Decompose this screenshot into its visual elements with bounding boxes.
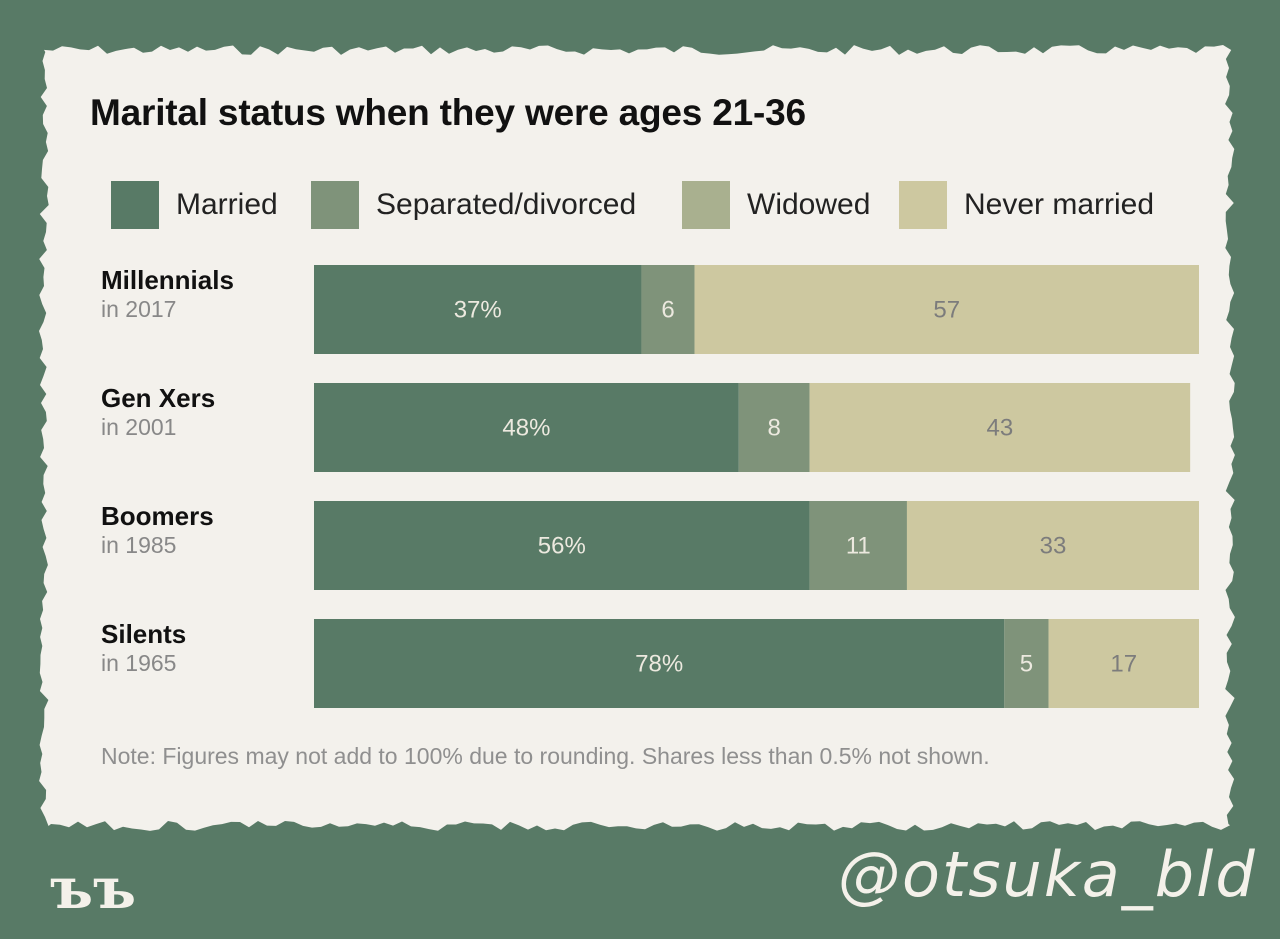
logo-text: ъъ: [50, 856, 136, 920]
legend-item: Never married: [899, 181, 1154, 229]
generation-year: in 1965: [101, 650, 177, 676]
chart-note: Note: Figures may not add to 100% due to…: [101, 743, 990, 769]
bar-segment: [1048, 619, 1199, 708]
generation-name: Gen Xers: [101, 383, 216, 413]
bar-value-label: 11: [846, 533, 871, 560]
legend-label: Widowed: [747, 188, 871, 221]
row-label: Gen Xers in 2001: [101, 383, 215, 441]
legend-label: Separated/divorced: [376, 188, 637, 221]
legend-label: Married: [176, 188, 278, 221]
bar-segment: [809, 501, 907, 590]
legend-swatch: [899, 181, 947, 229]
bar-segment: [641, 265, 695, 354]
generation-year: in 2017: [101, 296, 177, 322]
row-label: Boomers in 1985: [101, 501, 214, 559]
bar-value-label: 33: [1040, 533, 1067, 560]
bar-segment: [1004, 619, 1049, 708]
generation-name: Boomers: [101, 501, 214, 531]
legend-swatch: [111, 181, 159, 229]
generation-year: in 2001: [101, 414, 177, 440]
generation-year: in 1985: [101, 532, 177, 558]
row-label: Millennials in 2017: [101, 265, 234, 323]
logo: ъъ: [50, 850, 150, 925]
bar-segment: [906, 501, 1199, 590]
bar-value-label: 8: [768, 415, 781, 442]
bar-value-label: 17: [1110, 651, 1137, 678]
logo-mark: ъъ: [50, 856, 136, 922]
legend-swatch: [682, 181, 730, 229]
generation-name: Millennials: [101, 265, 234, 295]
legend-label: Never married: [964, 188, 1155, 221]
bar-value-label: 48%: [502, 415, 550, 442]
bar-segment: [314, 619, 1005, 708]
bar-value-label: 57: [933, 297, 960, 324]
bar-value-label: 37%: [454, 297, 502, 324]
bar-segment: [314, 265, 642, 354]
chart-title: Marital status when they were ages 21-36: [90, 92, 806, 133]
row-label: Silents in 1965: [101, 619, 186, 677]
legend-item: Married: [111, 181, 278, 229]
legend-swatch: [311, 181, 359, 229]
bar-segment: [314, 383, 739, 472]
bar-segment: [694, 265, 1199, 354]
bar-segment: [809, 383, 1191, 472]
bar-value-label: 56%: [538, 533, 586, 560]
bar-value-label: 43: [987, 415, 1014, 442]
bar-segment: [738, 383, 810, 472]
bar-value-label: 6: [661, 297, 674, 324]
bar-value-label: 5: [1020, 651, 1033, 678]
legend-item: Separated/divorced: [311, 181, 636, 229]
bar-segment: [314, 501, 810, 590]
generation-name: Silents: [101, 619, 187, 649]
legend-item: Widowed: [682, 181, 870, 229]
author-handle: @otsuka_bld: [838, 838, 1257, 911]
bar-value-label: 78%: [635, 651, 683, 678]
